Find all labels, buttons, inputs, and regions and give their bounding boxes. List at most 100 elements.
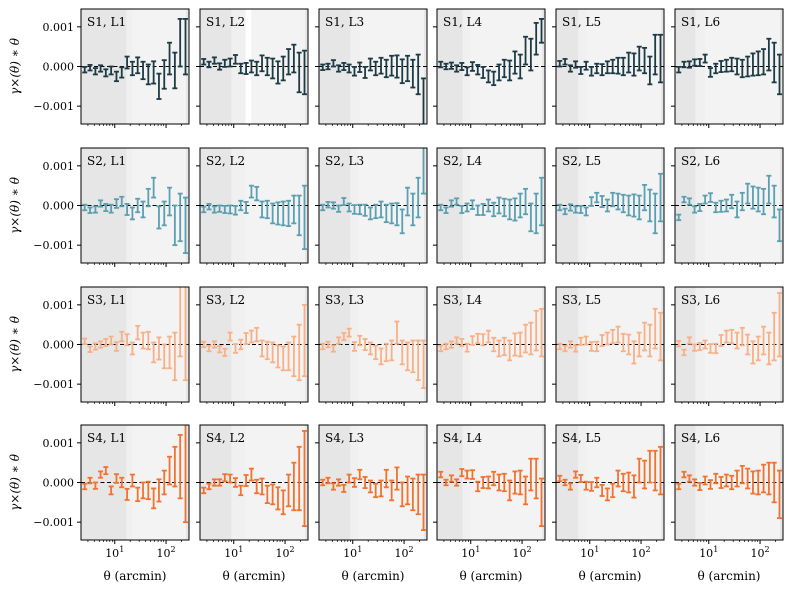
errorbar-point xyxy=(410,58,416,89)
panel-label: S1, L5 xyxy=(562,15,601,29)
errorbar-point xyxy=(557,203,563,212)
x-tick-label: 102 xyxy=(513,545,532,560)
errorbar-point xyxy=(523,323,529,354)
x-axis-labels: θ (arcmin) θ (arcmin) θ (arcmin) θ (arcmin)… xyxy=(104,569,761,583)
errorbar-point xyxy=(151,487,157,510)
errorbar-point xyxy=(464,342,470,353)
errorbar-point xyxy=(129,60,135,77)
errorbar-point xyxy=(320,478,326,487)
errorbar-point xyxy=(217,478,223,487)
errorbar-point xyxy=(119,66,125,79)
errorbar-point xyxy=(517,53,523,80)
errorbar-point xyxy=(113,198,119,209)
errorbar-point xyxy=(692,58,698,67)
panel-s3-l3: S3, L3 xyxy=(315,286,428,406)
panel-grid: S1, L1 −0.001 0.000 0.001 S1, L2 S1, L3 S1, L4… xyxy=(33,8,784,560)
errorbar-point xyxy=(275,344,281,369)
errorbar-point xyxy=(378,347,384,366)
errorbar-point xyxy=(415,53,421,96)
errorbar-point xyxy=(351,204,357,215)
errorbar-point xyxy=(286,473,292,508)
errorbar-point xyxy=(652,449,658,492)
errorbar-point xyxy=(415,176,421,219)
errorbar-point xyxy=(145,330,151,351)
errorbar-point xyxy=(362,203,368,217)
errorbar-point xyxy=(729,474,735,491)
errorbar-point xyxy=(346,473,352,484)
errorbar-point xyxy=(501,472,507,493)
errorbar-point xyxy=(383,203,389,224)
errorbar-point xyxy=(507,339,513,362)
errorbar-point xyxy=(394,466,400,491)
y-tick-label: 0.000 xyxy=(43,200,75,213)
errorbar-point xyxy=(182,287,188,382)
errorbar-point xyxy=(697,203,703,212)
errorbar-point xyxy=(507,198,513,221)
errorbar-point xyxy=(108,203,114,214)
x-axis-label: θ (arcmin) xyxy=(104,569,167,583)
errorbar-point xyxy=(454,336,460,345)
errorbar-point xyxy=(771,461,777,504)
errorbar-point xyxy=(438,470,444,479)
errorbar-point xyxy=(232,343,238,354)
errorbar-point xyxy=(443,342,449,351)
errorbar-point xyxy=(734,469,740,488)
errorbar-series xyxy=(82,425,188,524)
errorbar-point xyxy=(686,197,692,206)
errorbar-point xyxy=(259,339,265,358)
errorbar-point xyxy=(357,468,363,481)
errorbar-point xyxy=(140,60,146,81)
errorbar-series xyxy=(557,33,663,86)
errorbar-point xyxy=(480,476,486,489)
errorbar-point xyxy=(459,338,465,347)
errorbar-point xyxy=(729,193,735,210)
errorbar-point xyxy=(280,489,286,516)
errorbar-point xyxy=(325,201,331,209)
y-tick-label: 0.000 xyxy=(43,477,75,490)
errorbar-point xyxy=(373,60,379,77)
panel-label: S3, L1 xyxy=(87,293,126,307)
errorbar-point xyxy=(761,463,767,494)
y-tick-label: −0.001 xyxy=(33,378,74,391)
errorbar-point xyxy=(336,204,342,213)
errorbar-point xyxy=(485,329,491,344)
errorbar-point xyxy=(351,65,357,77)
errorbar-point xyxy=(480,65,486,79)
panel-s1-l2: S1, L2 xyxy=(196,8,309,128)
errorbar-point xyxy=(405,186,411,217)
x-tick-label: 101 xyxy=(461,545,480,560)
errorbar-point xyxy=(286,199,292,228)
errorbar-point xyxy=(420,339,426,390)
errorbar-point xyxy=(713,201,719,214)
panel-s4-l3: S4, L3 101 102 xyxy=(315,424,428,560)
errorbar-point xyxy=(135,197,141,214)
x-tick-label: 101 xyxy=(224,545,243,560)
panel-label: S3, L6 xyxy=(681,293,720,307)
errorbar-point xyxy=(676,340,682,348)
errorbar-point xyxy=(626,471,632,494)
errorbar-point xyxy=(636,331,642,358)
errorbar-point xyxy=(533,21,539,56)
errorbar-point xyxy=(420,473,426,531)
errorbar-point xyxy=(647,55,653,86)
panel-s2-l4: S2, L4 xyxy=(433,147,546,267)
errorbar-point xyxy=(330,482,336,491)
errorbar-point xyxy=(771,184,777,219)
errorbar-point xyxy=(177,434,183,500)
errorbar-point xyxy=(248,184,254,199)
errorbar-series xyxy=(82,18,188,100)
errorbar-point xyxy=(367,341,373,356)
y-tick-label: 0.001 xyxy=(43,299,75,312)
errorbar-point xyxy=(739,464,745,485)
errorbar-point xyxy=(776,208,782,243)
errorbar-point xyxy=(610,328,616,345)
panel-s4-l5: S4, L5 101 102 xyxy=(552,424,665,560)
errorbar-point xyxy=(135,486,141,503)
errorbar-point xyxy=(729,328,735,345)
errorbar-point xyxy=(745,182,751,205)
errorbar-point xyxy=(443,206,449,214)
errorbar-point xyxy=(330,344,336,353)
errorbar-point xyxy=(259,54,265,73)
errorbar-point xyxy=(280,55,286,82)
panel-label: S1, L6 xyxy=(681,15,720,29)
